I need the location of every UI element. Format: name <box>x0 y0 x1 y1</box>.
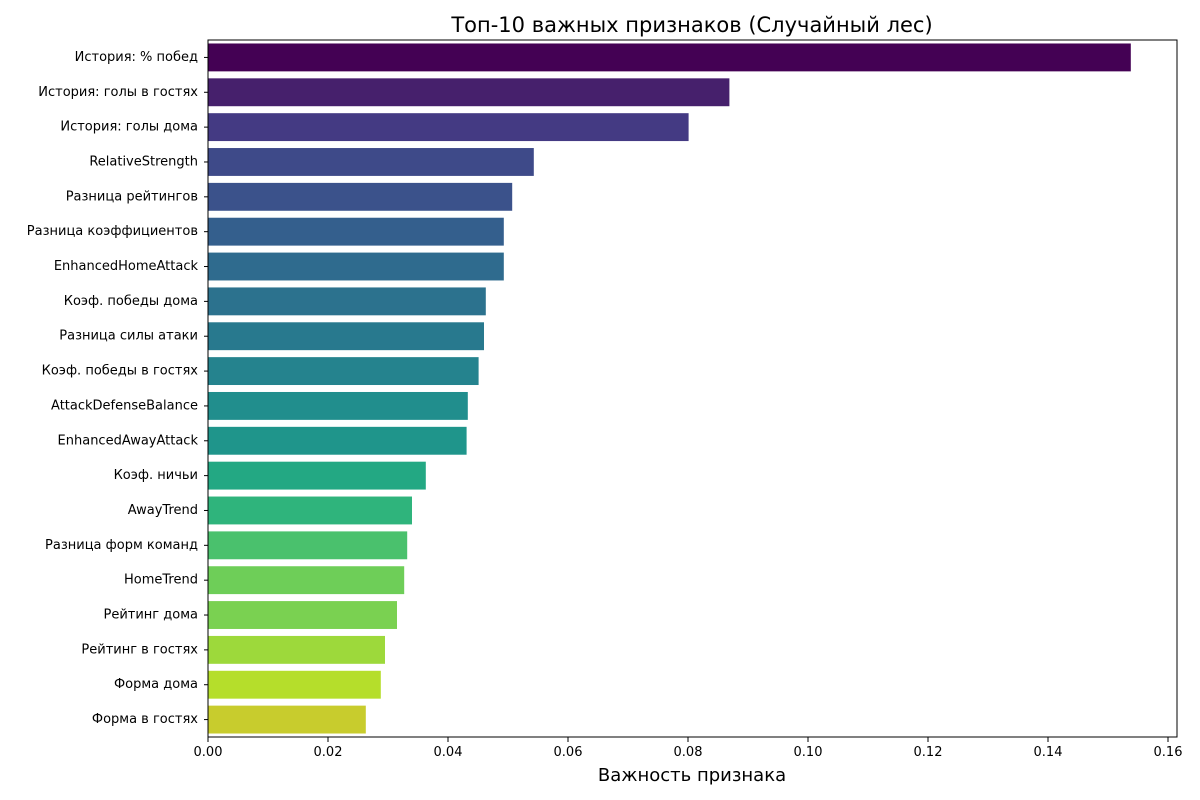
bar-7 <box>208 287 486 316</box>
x-tick-label: 0.06 <box>554 745 583 760</box>
x-tick-label: 0.14 <box>1034 745 1063 760</box>
x-tick-label: 0.12 <box>914 745 943 760</box>
category-label: История: голы дома <box>60 120 198 135</box>
x-tick-label: 0.00 <box>194 745 223 760</box>
category-label: HomeTrend <box>124 573 198 588</box>
category-label: Коэф. победы в гостях <box>42 364 199 379</box>
category-label: Разница силы атаки <box>59 329 198 344</box>
category-label: Коэф. победы дома <box>64 294 198 309</box>
category-label: Разница коэффициентов <box>27 224 198 239</box>
bar-3 <box>208 148 534 176</box>
x-tick-label: 0.04 <box>434 745 463 760</box>
bar-8 <box>208 322 484 351</box>
x-tick-label: 0.08 <box>674 745 703 760</box>
bar-1 <box>208 78 730 107</box>
category-label: AttackDefenseBalance <box>51 398 198 413</box>
chart-title: Топ-10 важных признаков (Случайный лес) <box>450 13 932 37</box>
bar-9 <box>208 357 479 386</box>
bar-0 <box>208 43 1131 72</box>
x-tick-label: 0.02 <box>314 745 343 760</box>
plot-frame <box>207 39 1178 738</box>
bar-18 <box>208 670 381 699</box>
category-label: EnhancedHomeAttack <box>54 259 199 274</box>
x-tick-label: 0.10 <box>794 745 823 760</box>
bar-12 <box>208 461 426 490</box>
bar-17 <box>208 635 385 664</box>
category-label: История: голы в гостях <box>38 85 198 100</box>
bar-19 <box>208 705 366 734</box>
bar-14 <box>208 531 408 560</box>
bar-15 <box>208 566 405 595</box>
bar-11 <box>208 426 467 455</box>
bars-layer <box>208 43 1131 734</box>
x-axis-ticks: 0.00 0.02 0.04 0.06 0.08 0.10 0.12 0.14 0.16 <box>194 737 1183 760</box>
bar-16 <box>208 601 397 629</box>
category-label: Коэф. ничьи <box>114 468 198 483</box>
x-tick-label: 0.16 <box>1154 745 1183 760</box>
category-label: Разница рейтингов <box>66 189 198 204</box>
bar-4 <box>208 182 513 211</box>
category-label: Рейтинг дома <box>104 608 199 623</box>
bar-10 <box>208 391 468 420</box>
category-label: Форма дома <box>114 677 198 692</box>
category-labels: История: % побед История: голы в гостях Ис… <box>27 50 208 727</box>
bar-6 <box>208 252 504 281</box>
x-axis-label: Важность признака <box>598 765 786 786</box>
category-label: Форма в гостях <box>92 712 198 727</box>
category-label: Разница форм команд <box>45 538 198 553</box>
category-label: RelativeStrength <box>89 154 198 169</box>
bar-2 <box>208 113 689 142</box>
bar-5 <box>208 217 504 246</box>
category-label: EnhancedAwayAttack <box>58 433 199 448</box>
category-label: Рейтинг в гостях <box>81 642 198 657</box>
category-label: История: % побед <box>75 50 198 65</box>
category-label: AwayTrend <box>128 503 198 518</box>
bar-13 <box>208 496 412 525</box>
